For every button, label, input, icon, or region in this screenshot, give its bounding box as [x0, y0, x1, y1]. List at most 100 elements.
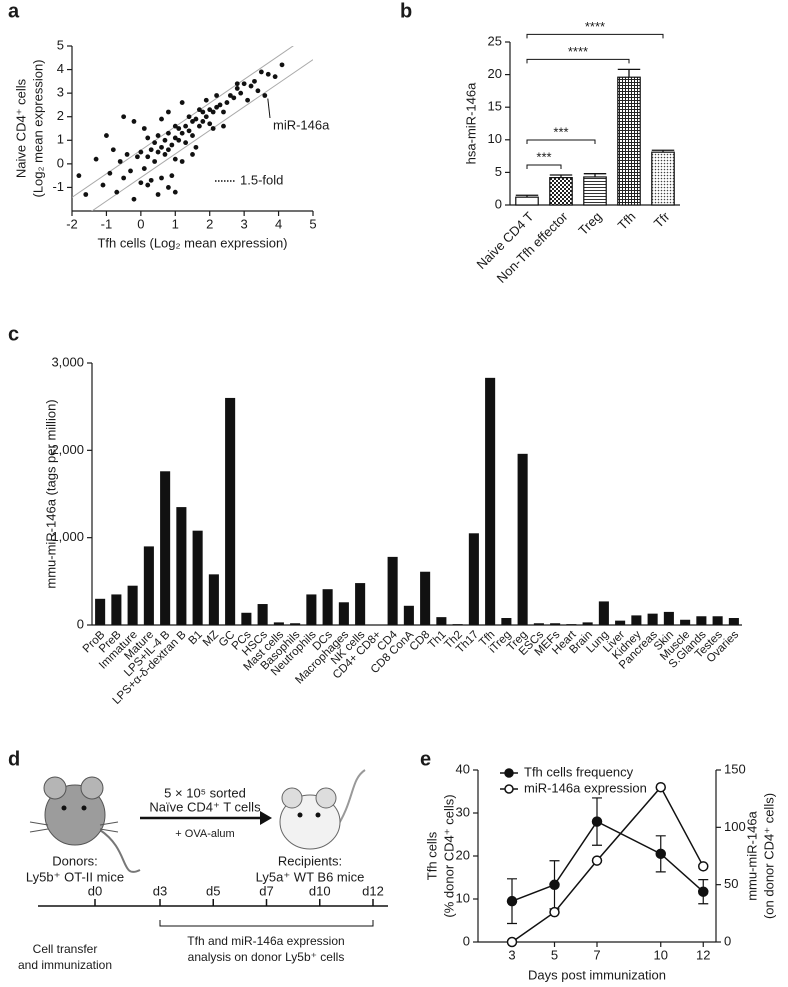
significance-bracket [526, 139, 596, 145]
point [190, 133, 195, 138]
point [241, 81, 247, 87]
mouse-tail [99, 829, 141, 873]
point [93, 156, 99, 162]
point [207, 121, 213, 127]
y-tick-label: 0 [495, 196, 502, 211]
point [179, 159, 185, 164]
mouse-ear [43, 776, 67, 800]
y-tick-label: -1 [52, 179, 64, 194]
y-tick-label: 30 [456, 804, 470, 819]
y-tick-label: 100 [724, 819, 746, 834]
series-line [511, 785, 704, 943]
bar [533, 623, 544, 625]
bar [631, 615, 642, 625]
point [506, 936, 518, 948]
point [172, 135, 178, 141]
x-tick-label: Tfh [615, 209, 639, 233]
bar [651, 151, 675, 206]
point [200, 109, 206, 115]
y-axis-label: (Log₂ mean expression) [30, 59, 45, 197]
point [155, 149, 161, 155]
point [131, 196, 137, 202]
point [135, 154, 140, 160]
note-text: analysis on donor Ly5b⁺ cells [188, 950, 345, 964]
bar [111, 594, 122, 625]
point [245, 97, 250, 103]
point [193, 116, 199, 122]
mouse-ear [281, 787, 303, 809]
point [159, 175, 164, 181]
point [655, 781, 666, 793]
error-bar [549, 174, 573, 178]
significance-label: *** [536, 149, 551, 164]
y-tick-label: 3,000 [51, 354, 84, 369]
bar [598, 601, 609, 625]
point [186, 114, 192, 120]
bar [550, 623, 561, 625]
point [262, 93, 268, 98]
y-axis-label: hsa-miR-146a [463, 82, 478, 164]
point [110, 147, 116, 153]
point [166, 147, 171, 153]
point [159, 144, 164, 150]
point [272, 74, 278, 80]
point [203, 97, 209, 103]
bar [403, 605, 414, 625]
recipient-mouse [279, 769, 366, 850]
donor-text: Donors: [52, 853, 98, 868]
mouse-body [44, 784, 106, 846]
point [176, 126, 182, 131]
mouse-eye [297, 812, 303, 818]
x-tick-label: 3 [241, 216, 248, 231]
bar [549, 177, 573, 206]
timeline-label: d0 [88, 883, 102, 898]
point [145, 154, 151, 160]
y-tick-label: 1,000 [51, 529, 84, 544]
y-tick-label: 40 [456, 761, 470, 776]
y-axis-label: (on donor CD4⁺ cells) [761, 793, 776, 919]
panel-a: a -1 0 1 2 3 4 5 -2 -1 0 1 2 3 4 5 Naive CD4⁺ cells (Log₂… [8, 0, 330, 250]
point [698, 861, 709, 872]
x-tick-label: 2 [206, 216, 213, 231]
panel-label: c [8, 323, 19, 345]
point [210, 109, 216, 115]
point [128, 168, 133, 174]
point [591, 855, 603, 866]
point [186, 128, 192, 134]
y-tick-label: 0 [463, 933, 470, 948]
point [265, 71, 271, 77]
error-bar [515, 194, 539, 198]
bar [273, 622, 284, 625]
significance-bracket [526, 58, 630, 64]
bar [696, 616, 707, 625]
bar [160, 471, 171, 625]
point [148, 147, 154, 153]
bar [241, 612, 252, 625]
timeline-ticks: d0 d3 d5 d7 d10 d12 [88, 883, 384, 906]
point [152, 140, 158, 146]
bar [225, 397, 236, 625]
point [238, 90, 244, 96]
bar [436, 617, 447, 625]
y-tick-label: 0 [57, 155, 64, 170]
point [591, 816, 603, 827]
x-axis-label: Days post immunization [528, 967, 666, 982]
bar [208, 574, 219, 625]
y-tick-label: 25 [488, 33, 502, 48]
bar [420, 571, 431, 625]
error-bar [617, 68, 641, 78]
timeline-label: d12 [362, 883, 384, 898]
point [76, 173, 82, 179]
analysis-bracket [159, 920, 374, 927]
mouse-eye [315, 812, 321, 818]
y-axis-label: mmu-miR-146a (tags per million) [43, 399, 58, 588]
y-tick-label: 5 [57, 37, 64, 52]
timeline-label: d10 [309, 883, 331, 898]
bar [647, 613, 658, 625]
point [145, 135, 151, 141]
point [172, 156, 178, 162]
point [190, 152, 195, 157]
note-text: Cell transfer [33, 942, 98, 956]
